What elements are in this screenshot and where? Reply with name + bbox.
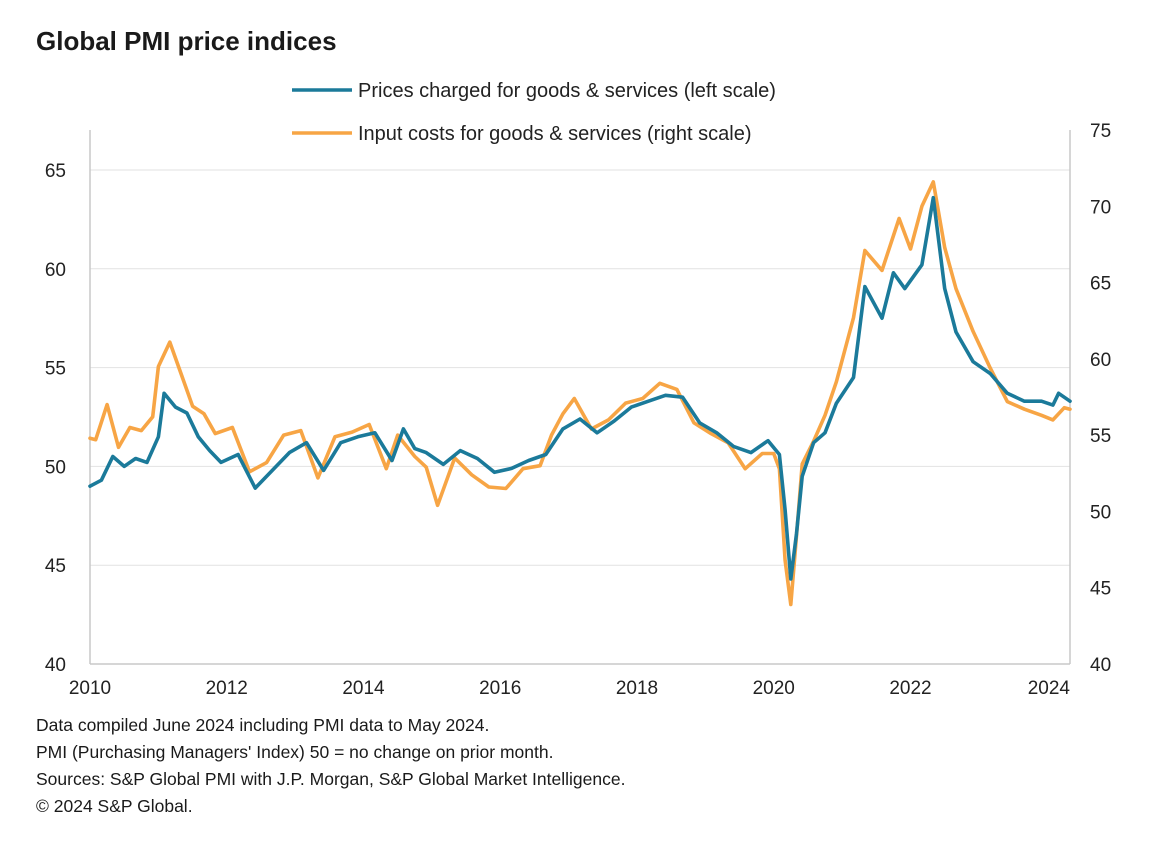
right-tick-label: 50: [1090, 502, 1111, 523]
right-tick-label: 65: [1090, 274, 1111, 295]
right-tick-label: 40: [1090, 655, 1111, 676]
footnote-data-compiled: Data compiled June 2024 including PMI da…: [36, 715, 490, 735]
left-tick-label: 65: [45, 161, 66, 182]
footnote-sources: Sources: S&P Global PMI with J.P. Morgan…: [36, 769, 626, 789]
legend-label: Input costs for goods & services (right …: [358, 123, 752, 145]
left-tick-label: 60: [45, 260, 66, 281]
footnote-pmi-definition: PMI (Purchasing Managers' Index) 50 = no…: [36, 742, 554, 762]
x-tick-label: 2022: [889, 678, 931, 699]
footnote-copyright: © 2024 S&P Global.: [36, 796, 193, 816]
x-tick-label: 2016: [479, 678, 521, 699]
footnotes: Data compiled June 2024 including PMI da…: [36, 712, 625, 820]
legend: Prices charged for goods & services (lef…: [292, 80, 776, 145]
left-tick-label: 55: [45, 359, 66, 380]
x-tick-label: 2018: [616, 678, 658, 699]
x-axis-ticks: 2010 2012 2014 2016 2018 2020 2022 2024: [69, 678, 1071, 699]
right-tick-label: 55: [1090, 426, 1111, 447]
chart-title: Global PMI price indices: [36, 26, 337, 56]
series-layer: [88, 180, 1072, 607]
right-tick-label: 45: [1090, 579, 1111, 600]
right-tick-label: 60: [1090, 350, 1111, 371]
left-tick-label: 45: [45, 556, 66, 577]
series-line-prices-charged: [88, 195, 1072, 581]
gridlines: [90, 169, 1070, 566]
x-tick-label: 2024: [1028, 678, 1071, 699]
legend-label: Prices charged for goods & services (lef…: [358, 80, 776, 102]
series-line-input-costs: [88, 180, 1072, 607]
left-axis-ticks: 40 45 50 55 60 65: [45, 161, 66, 676]
x-tick-label: 2012: [206, 678, 248, 699]
right-axis-ticks: 40 45 50 55 60 65 70 75: [1090, 121, 1111, 676]
right-tick-label: 75: [1090, 121, 1111, 142]
x-tick-label: 2020: [753, 678, 795, 699]
right-tick-label: 70: [1090, 197, 1111, 218]
left-tick-label: 40: [45, 655, 66, 676]
x-tick-label: 2014: [342, 678, 385, 699]
left-tick-label: 50: [45, 457, 66, 478]
x-tick-label: 2010: [69, 678, 111, 699]
